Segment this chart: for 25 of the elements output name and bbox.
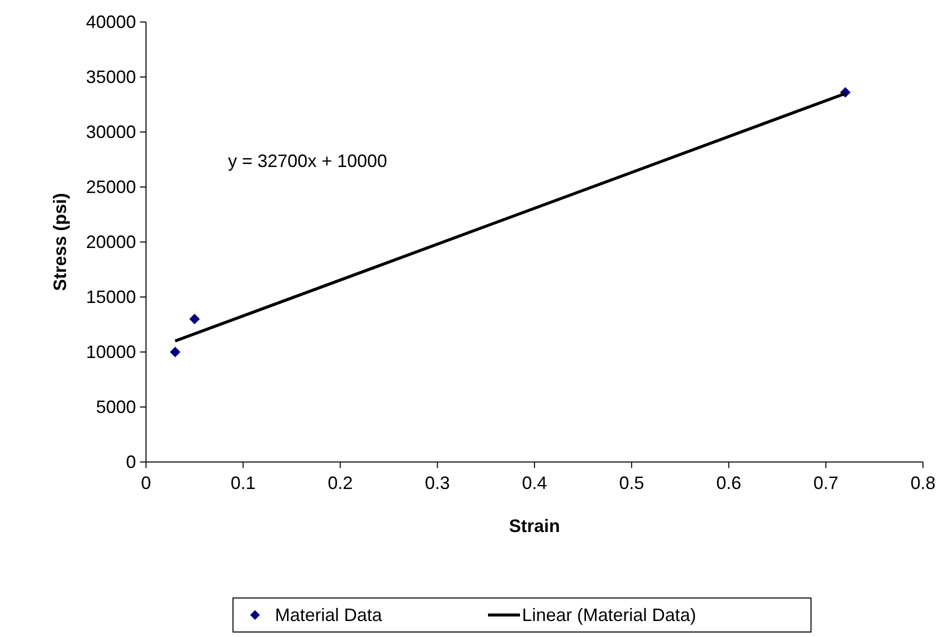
y-axis-title: Stress (psi) (50, 192, 70, 292)
y-tick-label: 0 (126, 452, 136, 472)
x-tick-label: 0.2 (328, 473, 353, 493)
y-tick-label: 5000 (96, 397, 136, 417)
x-tick-label: 0.5 (619, 473, 644, 493)
y-tick-label: 35000 (86, 67, 136, 87)
x-tick-label: 0.4 (522, 473, 548, 493)
legend-label: Material Data (275, 605, 384, 625)
x-tick-label: 0.3 (424, 473, 450, 493)
x-tick-label: 0.8 (910, 473, 936, 493)
y-tick-label: 15000 (86, 287, 136, 307)
legend-label: Linear (Material Data) (522, 605, 696, 625)
y-tick-label: 20000 (86, 232, 136, 252)
point (189, 314, 200, 324)
x-tick-label: 0.7 (813, 473, 838, 493)
x-tick-label: 0.1 (230, 473, 256, 493)
x-tick-label: 0.6 (716, 473, 742, 493)
y-tick-label: 30000 (86, 122, 136, 142)
point (170, 346, 180, 358)
y-tick-label: 10000 (86, 342, 136, 362)
y-tick-label: 25000 (86, 177, 136, 197)
x-axis-title: Strain (508, 516, 560, 536)
annotation: y = 32700x + 10000 (228, 151, 388, 171)
y-tick-label: 40000 (86, 12, 136, 32)
x-tick-label: 0 (140, 473, 152, 493)
